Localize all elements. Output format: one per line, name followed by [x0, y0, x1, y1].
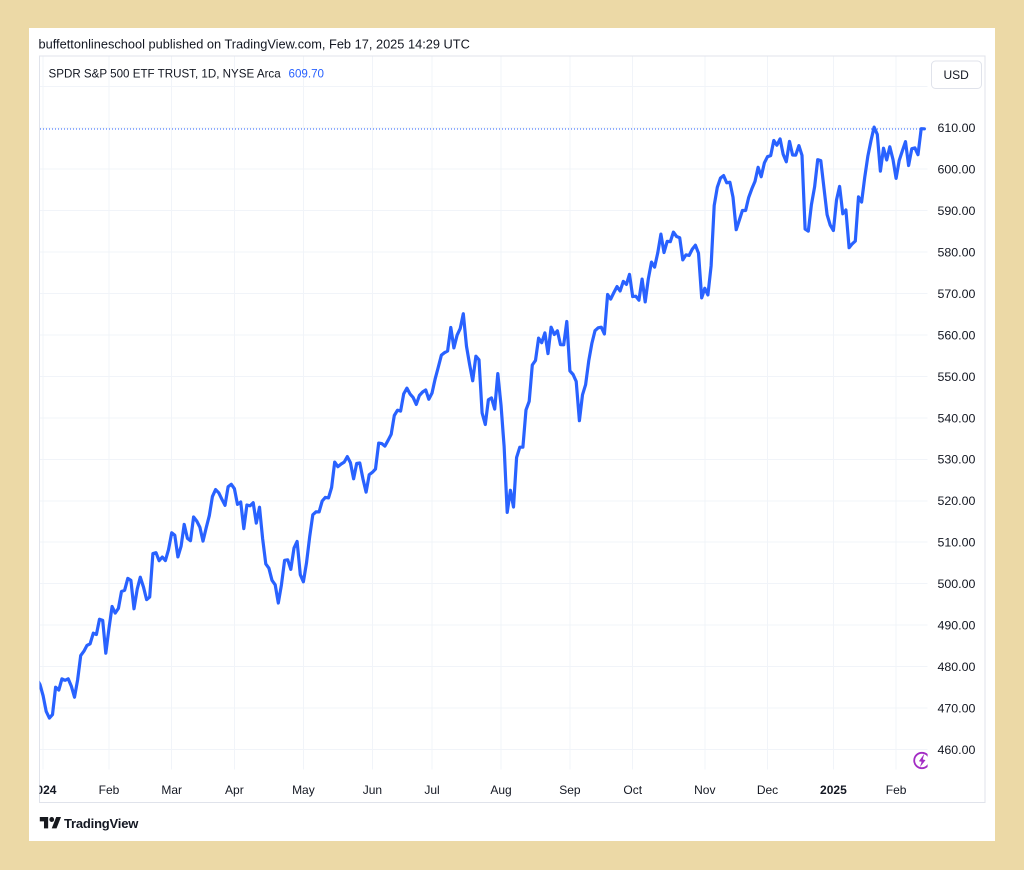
svg-text:550.00: 550.00	[938, 370, 976, 384]
svg-text:590.00: 590.00	[938, 204, 976, 218]
svg-text:Aug: Aug	[490, 783, 511, 797]
svg-text:510.00: 510.00	[938, 536, 976, 550]
svg-text:470.00: 470.00	[938, 701, 976, 715]
svg-text:Feb: Feb	[99, 783, 120, 797]
svg-text:Feb: Feb	[886, 783, 907, 797]
svg-text:530.00: 530.00	[938, 453, 976, 467]
svg-text:Mar: Mar	[161, 783, 182, 797]
svg-text:500.00: 500.00	[938, 577, 976, 591]
svg-text:460.00: 460.00	[938, 743, 976, 757]
svg-text:buffettonlineschool published: buffettonlineschool published on Trading…	[39, 36, 470, 51]
svg-text:Nov: Nov	[694, 783, 715, 797]
svg-text:490.00: 490.00	[938, 619, 976, 633]
svg-text:USD: USD	[944, 68, 970, 82]
svg-text:580.00: 580.00	[938, 246, 976, 260]
svg-text:480.00: 480.00	[938, 660, 976, 674]
svg-text:2024: 2024	[30, 783, 57, 797]
svg-text:540.00: 540.00	[938, 411, 976, 425]
svg-text:SPDR S&P 500 ETF TRUST, 1D, NY: SPDR S&P 500 ETF TRUST, 1D, NYSE Arca	[49, 67, 282, 80]
svg-text:610.00: 610.00	[938, 121, 976, 135]
svg-text:609.70: 609.70	[289, 67, 324, 80]
svg-text:520.00: 520.00	[938, 494, 976, 508]
svg-text:Oct: Oct	[623, 783, 642, 797]
svg-text:570.00: 570.00	[938, 287, 976, 301]
svg-text:Jun: Jun	[363, 783, 382, 797]
svg-text:Jul: Jul	[424, 783, 439, 797]
svg-text:TradingView: TradingView	[64, 816, 139, 831]
svg-text:560.00: 560.00	[938, 328, 976, 342]
svg-text:May: May	[292, 783, 315, 797]
svg-text:600.00: 600.00	[938, 163, 976, 177]
svg-text:Sep: Sep	[559, 783, 581, 797]
svg-text:2025: 2025	[820, 783, 847, 797]
svg-text:Apr: Apr	[225, 783, 244, 797]
svg-text:Dec: Dec	[757, 783, 778, 797]
